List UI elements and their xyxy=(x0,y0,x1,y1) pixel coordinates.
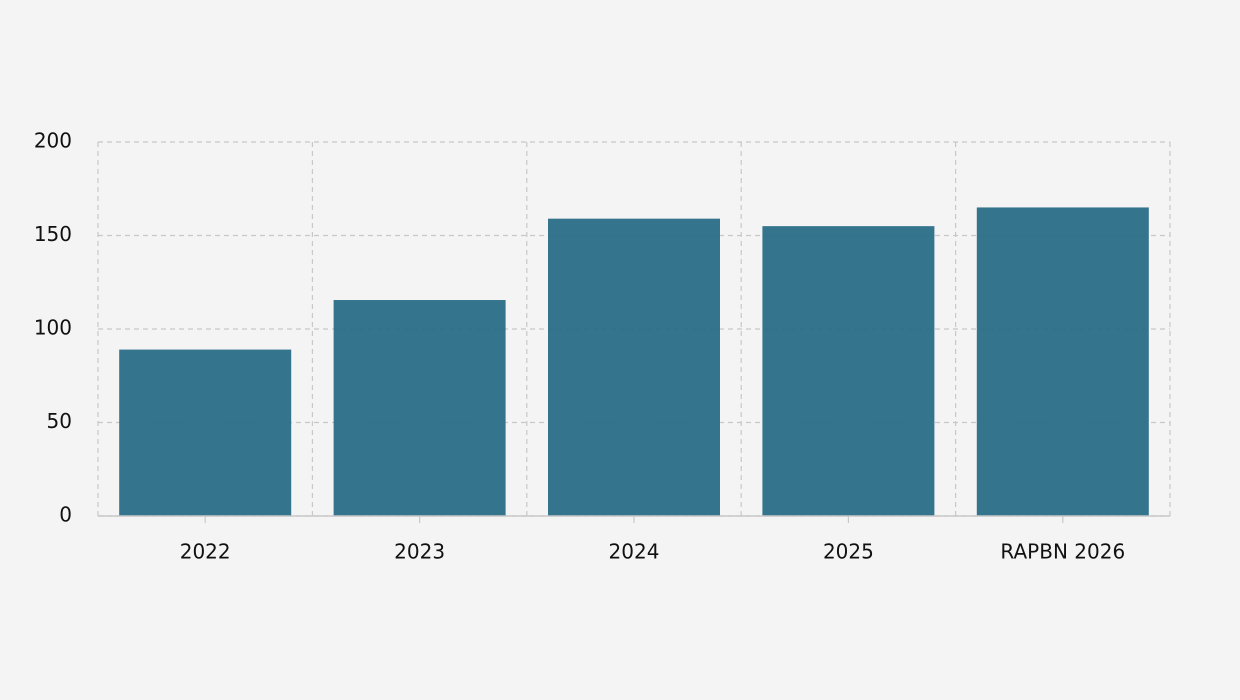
bar xyxy=(548,218,720,517)
x-tick-label: 2024 xyxy=(609,540,660,564)
bar xyxy=(762,226,935,516)
x-tick-label: RAPBN 2026 xyxy=(1000,540,1125,564)
y-tick-label: 0 xyxy=(59,503,72,527)
bar xyxy=(119,349,292,516)
bar xyxy=(976,207,1149,516)
y-tick-label: 200 xyxy=(34,129,72,153)
x-tick-label: 2025 xyxy=(823,540,874,564)
x-tick-label: 2023 xyxy=(394,540,445,564)
bar xyxy=(333,300,506,516)
x-tick-label: 2022 xyxy=(180,540,231,564)
y-tick-label: 100 xyxy=(34,316,72,340)
y-tick-label: 150 xyxy=(34,222,72,246)
y-tick-label: 50 xyxy=(47,409,72,433)
